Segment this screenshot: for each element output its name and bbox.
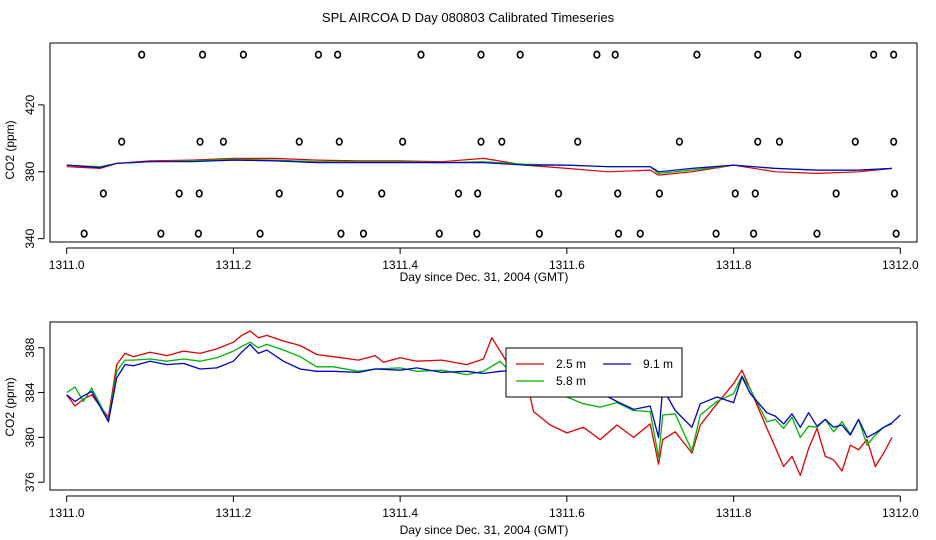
panel-1-marker-circle xyxy=(477,137,485,146)
panel-2-x-tick-label: 1311.8 xyxy=(716,506,752,520)
panel-1-marker-circle xyxy=(794,50,802,59)
panel-1-marker-circle xyxy=(194,229,202,238)
panel-2-x-tick-label: 1311.4 xyxy=(382,506,418,520)
panel-1-marker-circle xyxy=(535,229,543,238)
panel-1-marker-circle xyxy=(99,189,107,198)
panel-1-marker-circle xyxy=(890,189,899,198)
panel-1-marker-circle xyxy=(614,229,623,238)
panel-1-x-tick-label: 1311.4 xyxy=(382,258,418,272)
panel-2-y-axis-label: CO2 (ppm) xyxy=(3,377,17,436)
panel-2-series-2-5m xyxy=(66,330,893,477)
panel-1-marker-circle xyxy=(851,137,859,146)
panel-1-marker-circle xyxy=(750,229,758,238)
panel-1-marker-circle xyxy=(712,229,720,238)
chart-title: SPL AIRCOA D Day 080803 Calibrated Times… xyxy=(321,10,615,25)
panel-1-marker-circle xyxy=(477,50,485,59)
panel-2-x-tick-label: 1311.6 xyxy=(549,506,585,520)
panel-1-marker-circle xyxy=(138,50,146,59)
panel-1-marker-circle xyxy=(275,189,283,198)
panel-1-x-axis-label: Day since Dec. 31, 2004 (GMT) xyxy=(400,270,569,284)
panel-1-marker-circle xyxy=(473,229,481,238)
panel-1-marker-circle xyxy=(754,50,762,59)
panel-1-x-tick-label: 1312.0 xyxy=(882,258,919,272)
legend-box xyxy=(505,347,683,398)
panel-2-frame xyxy=(49,321,918,491)
panel-1-marker-circle xyxy=(498,137,506,146)
panel-1-x-tick-label: 1311.6 xyxy=(549,258,585,272)
panel-1-marker-circle xyxy=(614,189,622,198)
panel-1-marker-circle xyxy=(813,229,821,238)
panel-1-marker-circle xyxy=(378,189,386,198)
panel-1-marker-circle xyxy=(474,189,482,198)
panel-1-frame xyxy=(49,42,918,243)
panel-1-marker-circle xyxy=(693,50,701,59)
legend-label-5-8m: 5.8 m xyxy=(556,374,586,388)
panel-1-marker-circle xyxy=(314,50,323,59)
panel-1-x-tick-label: 1311.8 xyxy=(716,258,752,272)
panel-2-series-5-8m xyxy=(66,341,893,459)
panel-1-marker-circle xyxy=(417,50,425,59)
panel-1-x-tick-label: 1311.2 xyxy=(215,258,251,272)
panel-1-marker-circle xyxy=(219,137,227,146)
panel-1-y-tick-label: 340 xyxy=(23,228,37,248)
panel-1-y-axis-label: CO2 (ppm) xyxy=(3,120,17,179)
panel-1-marker-circle xyxy=(892,229,900,238)
panel-1-y-tick-label: 380 xyxy=(23,161,37,181)
panel-1-marker-circle xyxy=(239,50,248,59)
panel-1-marker-circle xyxy=(80,229,88,238)
panel-1-marker-circle xyxy=(198,50,207,59)
legend-label-2-5m: 2.5 m xyxy=(556,357,586,371)
panel-2-x-tick-label: 1311.2 xyxy=(215,506,251,520)
panel-1-marker-circle xyxy=(574,137,582,146)
panel-1-marker-circle xyxy=(435,229,443,238)
panel-2-y-tick-label: 376 xyxy=(23,472,37,492)
panel-1-marker-circle xyxy=(157,229,165,238)
panel-1-marker-circle xyxy=(175,189,183,198)
panel-1-marker-circle xyxy=(195,189,203,198)
panel-1-x-tick-label: 1311.0 xyxy=(49,258,85,272)
panel-1-marker-circle xyxy=(399,137,407,146)
panel-1-marker-circle xyxy=(611,50,619,59)
legend: 2.5 m 9.1 m 5.8 m xyxy=(505,347,683,398)
panel-1-marker-circle xyxy=(832,189,840,198)
panel-1-marker-circle xyxy=(675,137,684,146)
panel-2-x-tick-label: 1311.0 xyxy=(49,506,85,520)
panel-1-marker-circle xyxy=(295,137,303,146)
panel-1-marker-circle xyxy=(454,189,463,198)
panel-1-marker-circle xyxy=(118,137,126,146)
panel-2-x-tick-label: 1312.0 xyxy=(882,506,919,520)
panel-1-series-2-5m xyxy=(66,157,893,176)
panel-1-y-tick-label: 420 xyxy=(23,95,37,115)
panel-1-marker-circle xyxy=(751,189,759,198)
panel-1-marker-circle xyxy=(870,50,878,59)
panel-1-marker-circle xyxy=(636,229,644,238)
panel-1-marker-circle xyxy=(359,229,368,238)
panel-1-marker-circle xyxy=(196,137,204,146)
panel-1-marker-circle xyxy=(337,229,345,238)
panel-1-marker-circle xyxy=(775,137,784,146)
panel-1-marker-circle xyxy=(655,189,664,198)
panel-1-marker-circle xyxy=(731,189,739,198)
panel-1-marker-circle xyxy=(593,50,601,59)
legend-label-9-1m: 9.1 m xyxy=(643,357,673,371)
panel-1-marker-circle xyxy=(335,137,343,146)
panel-1-marker-circle xyxy=(554,189,563,198)
panel-1-marker-circle xyxy=(334,50,342,59)
panel-1-marker-circle xyxy=(256,229,264,238)
panel-2-y-tick-label: 380 xyxy=(23,427,37,447)
panel-1-marker-circle xyxy=(890,50,898,59)
panel-2-y-tick-label: 384 xyxy=(23,382,37,402)
panel-1-series-9-1m xyxy=(66,159,893,173)
panel-1-marker-circle xyxy=(890,137,898,146)
panel-2-y-tick-label: 388 xyxy=(23,337,37,357)
panel-1-marker-circle xyxy=(754,137,762,146)
panel-2-x-axis-label: Day since Dec. 31, 2004 (GMT) xyxy=(400,523,569,537)
panel-1-marker-circle xyxy=(516,50,524,59)
panel-1-marker-circle xyxy=(336,189,344,198)
